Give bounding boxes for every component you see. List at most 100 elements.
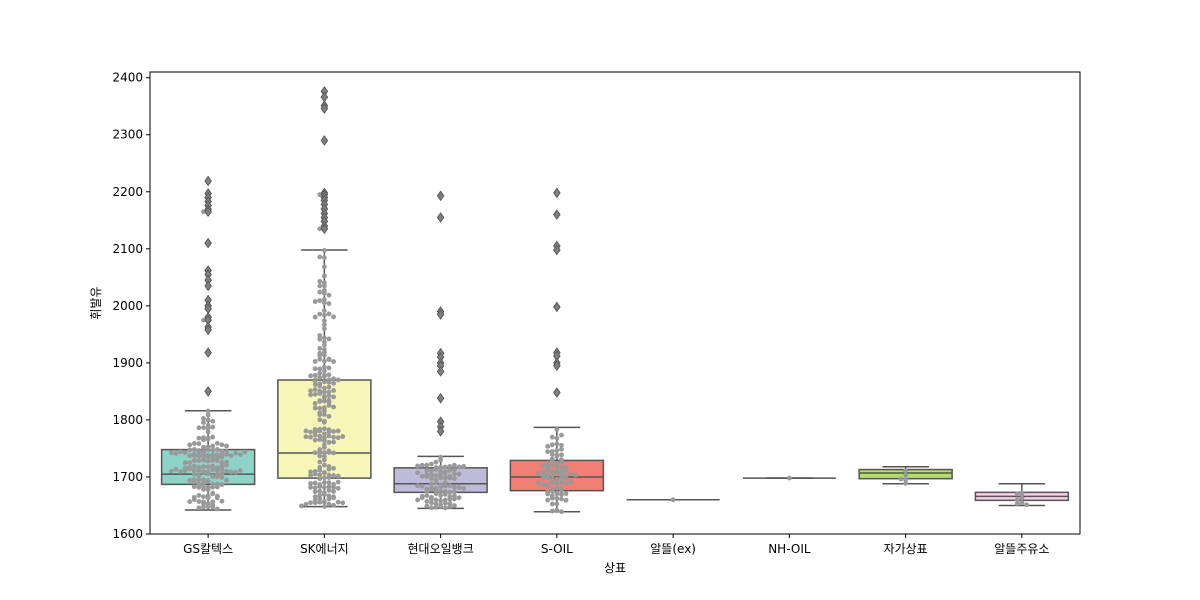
swarm-point xyxy=(317,428,323,434)
swarm-point xyxy=(219,482,225,488)
swarm-point xyxy=(438,498,444,504)
swarm-point xyxy=(326,488,332,493)
swarm-point xyxy=(317,453,323,459)
swarm-point xyxy=(321,247,327,253)
swarm-point xyxy=(196,448,202,453)
swarm-point xyxy=(321,504,327,509)
swarm-point xyxy=(545,491,551,497)
swarm-point xyxy=(210,424,216,430)
y-tick-label: 2200 xyxy=(112,185,143,199)
swarm-point xyxy=(442,505,448,511)
swarm-point xyxy=(559,479,564,485)
swarm-point xyxy=(224,477,229,483)
swarm-point xyxy=(326,433,332,439)
y-tick-label: 1600 xyxy=(112,527,143,541)
swarm-point xyxy=(210,443,216,449)
swarm-point xyxy=(554,476,560,482)
swarm-point xyxy=(419,483,425,489)
swarm-point xyxy=(452,467,457,473)
swarm-point xyxy=(438,504,444,510)
swarm-point xyxy=(191,484,197,490)
swarm-point xyxy=(549,472,555,478)
swarm-point xyxy=(433,465,439,470)
swarm-point xyxy=(321,296,327,302)
swarm-point xyxy=(317,476,323,482)
swarm-point xyxy=(219,475,225,480)
swarm-point xyxy=(335,428,341,434)
swarm-point xyxy=(452,489,457,495)
swarm-point xyxy=(424,503,430,509)
swarm-point xyxy=(214,458,220,463)
box-group-6 xyxy=(742,475,836,481)
swarm-point xyxy=(452,476,457,482)
swarm-point xyxy=(554,441,560,447)
swarm-point xyxy=(303,501,309,507)
swarm-point xyxy=(214,484,220,490)
swarm-point xyxy=(201,437,206,443)
outlier-marker xyxy=(436,366,445,377)
y-tick-label: 2300 xyxy=(112,128,143,142)
swarm-point xyxy=(429,481,434,487)
swarm-point xyxy=(554,496,560,501)
swarm-point xyxy=(214,474,220,480)
swarm-point xyxy=(210,447,216,453)
swarm-point xyxy=(331,394,336,400)
swarm-point xyxy=(326,439,332,445)
swarm-point xyxy=(321,426,327,432)
swarm-point xyxy=(331,314,336,320)
swarm-point xyxy=(321,454,327,459)
swarm-point xyxy=(242,449,248,455)
swarm-point xyxy=(903,480,909,486)
swarm-point xyxy=(321,485,327,490)
outlier-marker xyxy=(204,386,212,397)
swarm-point xyxy=(317,298,323,304)
swarm-point xyxy=(326,480,332,486)
swarm-point xyxy=(433,459,439,465)
swarm-point xyxy=(214,495,220,501)
swarm-point xyxy=(321,368,327,374)
swarm-point xyxy=(438,493,444,498)
swarm-point xyxy=(326,384,332,390)
swarm-point xyxy=(461,485,467,491)
swarm-point xyxy=(224,443,229,449)
swarm-point xyxy=(201,494,206,500)
swarm-point xyxy=(312,299,318,304)
swarm-point xyxy=(187,460,193,465)
swarm-point xyxy=(554,427,560,432)
swarm-point xyxy=(321,480,327,485)
swarm-point xyxy=(317,399,323,404)
swarm-point xyxy=(554,452,560,458)
swarm-point xyxy=(321,450,327,455)
swarm-point xyxy=(429,468,434,474)
swarm-point xyxy=(191,458,197,463)
swarm-point xyxy=(214,447,220,452)
swarm-point xyxy=(433,504,439,510)
swarm-point xyxy=(317,437,323,442)
swarm-point xyxy=(903,472,909,478)
swarm-point xyxy=(321,475,327,481)
swarm-point xyxy=(214,440,220,446)
swarm-point xyxy=(196,453,202,459)
swarm-point xyxy=(191,453,197,459)
swarm-point xyxy=(559,496,564,502)
swarm-point xyxy=(187,447,193,453)
swarm-point xyxy=(178,449,183,455)
swarm-point xyxy=(545,482,551,488)
swarm-point xyxy=(331,388,336,393)
swarm-point xyxy=(196,484,202,490)
swarm-point xyxy=(317,488,323,494)
swarm-point xyxy=(321,462,327,468)
swarm-point xyxy=(321,358,327,364)
x-tick-label: SK에너지 xyxy=(300,542,349,556)
swarm-point xyxy=(321,405,327,411)
swarm-point xyxy=(331,428,336,434)
outlier-marker xyxy=(553,360,561,371)
swarm-point xyxy=(340,434,346,439)
swarm-point xyxy=(321,255,327,260)
x-tick-label: 현대오일뱅크 xyxy=(408,542,474,556)
outlier-marker xyxy=(204,237,212,249)
swarm-point xyxy=(1024,502,1029,508)
swarm-point xyxy=(331,489,336,494)
y-tick-label: 1800 xyxy=(112,413,143,427)
